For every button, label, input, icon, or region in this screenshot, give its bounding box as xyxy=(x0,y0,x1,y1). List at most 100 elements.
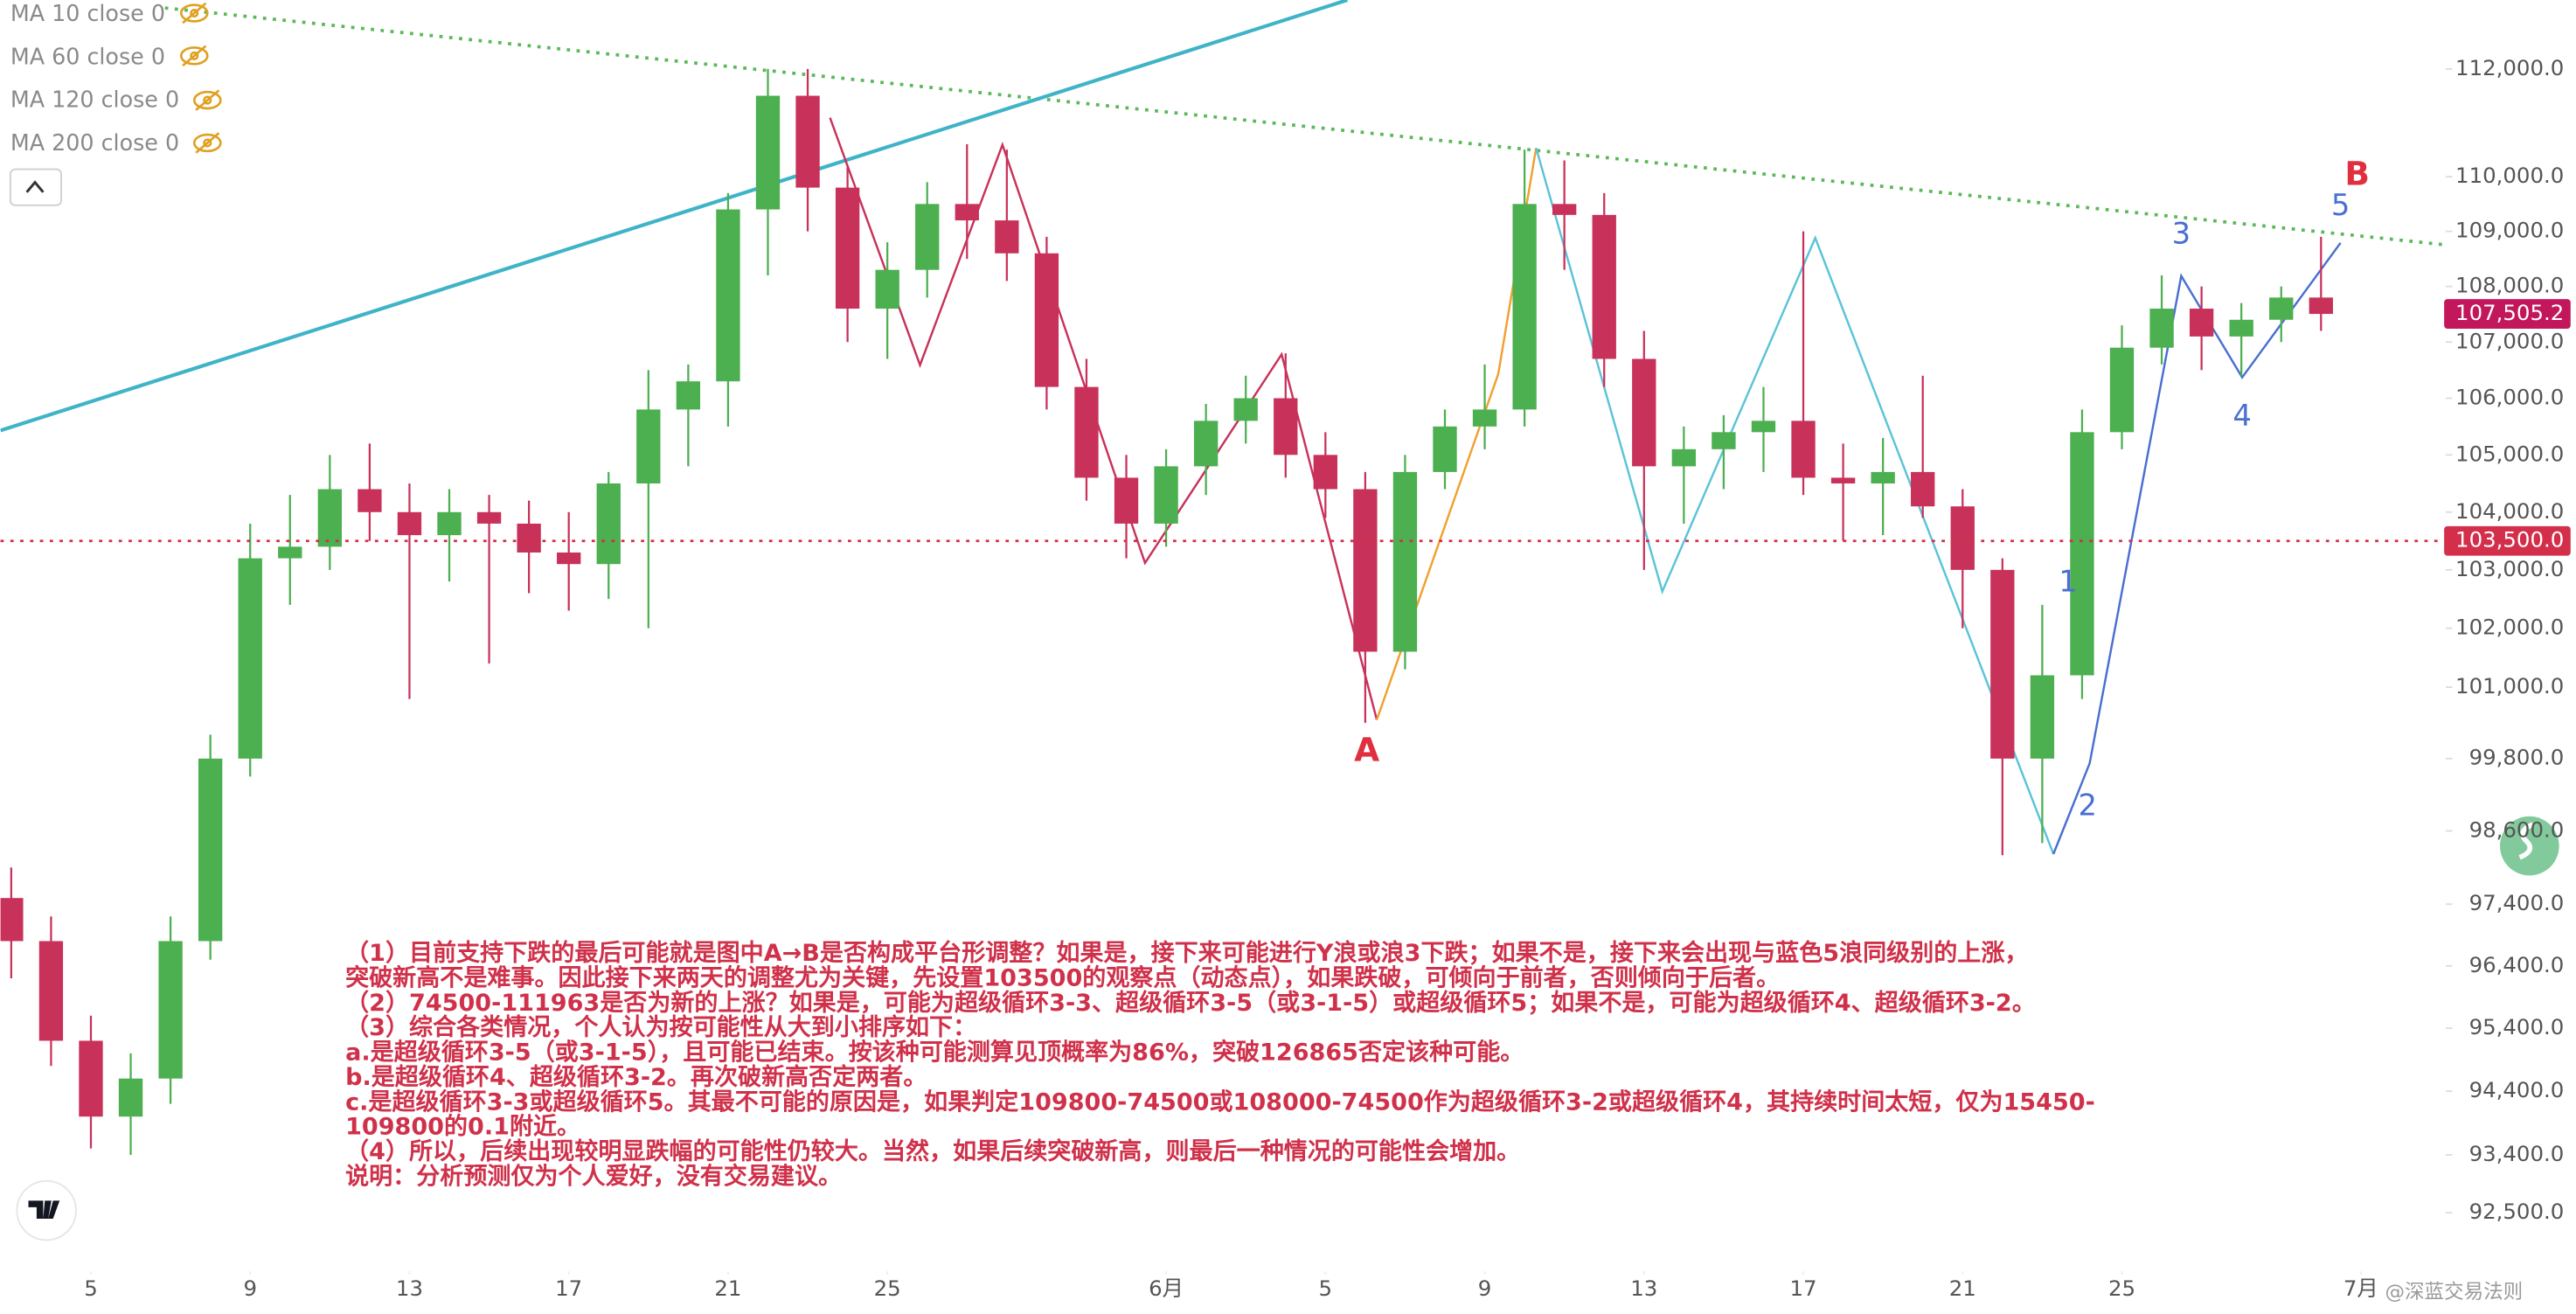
y-tick-label: 103,000.0 xyxy=(2455,556,2564,581)
indicator-icons xyxy=(179,2,222,154)
candle-body xyxy=(238,558,262,759)
note-line: （1）目前支持下跌的最后可能就是图中A→B是否构成平台形调整？如果是，接下来可能… xyxy=(345,939,2028,967)
candle-body xyxy=(2309,297,2333,315)
candle-body xyxy=(2269,297,2294,320)
candle-body xyxy=(1830,477,1856,483)
candle-body xyxy=(915,204,940,270)
candle-body xyxy=(716,209,740,382)
candle-body xyxy=(1632,358,1656,467)
candle-body xyxy=(875,269,899,309)
watermark: @深蓝交易法则 xyxy=(2385,1281,2524,1304)
note-line: c.是超级循环3-3或超级循环5。其最不可能的原因是，如果判定109800-74… xyxy=(345,1088,2095,1116)
price-label: 107,505.2 xyxy=(2455,300,2564,325)
floating-icon[interactable] xyxy=(2500,816,2559,876)
drawing-line xyxy=(2052,242,2342,855)
candle-body xyxy=(118,1078,143,1117)
wave-label: 1 xyxy=(2059,565,2078,599)
wave-label: 2 xyxy=(2079,788,2098,822)
note-line: （4）所以，后续出现较明显跌幅的可能性仍较大。当然，如果后续突破新高，则最后一种… xyxy=(345,1137,1520,1165)
drawing-line xyxy=(164,6,2443,247)
candle-body xyxy=(1114,477,1139,524)
candle-body xyxy=(2149,309,2174,348)
candle-body xyxy=(1472,409,1497,427)
candle-body xyxy=(1950,506,1975,570)
y-tick-label: 94,400.0 xyxy=(2469,1077,2565,1102)
candle-body xyxy=(1990,569,2015,759)
candle-body xyxy=(795,95,820,188)
x-tick-label: 25 xyxy=(874,1276,901,1301)
y-tick-label: 112,000.0 xyxy=(2455,55,2564,80)
candle-body xyxy=(1313,455,1337,490)
price-label-box xyxy=(2444,525,2571,556)
y-tick-label: 104,000.0 xyxy=(2455,498,2564,524)
x-tick-label: 21 xyxy=(1949,1276,1976,1301)
candle-body xyxy=(517,523,541,553)
wave-label: B xyxy=(2344,154,2370,192)
x-tick-label: 25 xyxy=(2108,1276,2135,1301)
candle-body xyxy=(1193,421,1219,467)
y-tick-label: 106,000.0 xyxy=(2455,385,2564,410)
candle-body xyxy=(1074,386,1099,478)
x-tick-label: 17 xyxy=(1790,1276,1817,1301)
note-line: （2）74500-111963是否为新的上涨？如果是，可能为超级循环3-3、超级… xyxy=(345,989,2036,1017)
wave-label: 5 xyxy=(2331,188,2350,222)
note-line: a.是超级循环3-5（或3-1-5），且可能已结束。按该种可能测算见顶概率为86… xyxy=(345,1039,1524,1067)
y-tick-label: 95,400.0 xyxy=(2469,1014,2565,1039)
candle-body xyxy=(2189,309,2214,337)
candle-body xyxy=(2030,675,2055,759)
y-tick-label: 99,800.0 xyxy=(2469,745,2565,770)
wave-label: A xyxy=(1354,731,1379,769)
y-tick-label: 97,400.0 xyxy=(2469,890,2565,915)
collapse-button[interactable] xyxy=(9,168,63,206)
note-line: 突破新高不是难事。因此接下来两天的调整尤为关键，先设置103500的观察点（动态… xyxy=(345,963,1780,991)
candle-body xyxy=(397,511,422,536)
candle-body xyxy=(1154,466,1178,524)
x-tick-label: 6月 xyxy=(1149,1276,1184,1301)
candle-body xyxy=(79,1040,103,1117)
x-tick-label: 7月 xyxy=(2343,1276,2378,1301)
candle-body xyxy=(1034,253,1059,387)
candle-body xyxy=(198,758,223,942)
x-tick-label: 17 xyxy=(555,1276,582,1301)
x-tick-label: 21 xyxy=(714,1276,741,1301)
candle-body xyxy=(0,898,24,942)
candle-body xyxy=(476,511,502,524)
candle-body xyxy=(1353,489,1378,652)
candle-body xyxy=(676,381,701,410)
candle-body xyxy=(358,489,382,512)
y-tick-label: 92,500.0 xyxy=(2469,1199,2565,1224)
indicator-label: MA 60 close 0 xyxy=(10,43,165,69)
y-tick-label: 110,000.0 xyxy=(2455,163,2564,188)
note-line: b.是超级循环4、超级循环3-2。再次破新高否定两者。 xyxy=(345,1063,927,1091)
wave-label: 4 xyxy=(2232,399,2252,433)
plot-area xyxy=(0,0,2443,1156)
candle-body xyxy=(317,489,343,547)
indicator-label: MA 120 close 0 xyxy=(10,87,179,113)
candle-body xyxy=(1433,426,1457,472)
x-tick-label: 9 xyxy=(243,1276,257,1301)
y-tick-label: 109,000.0 xyxy=(2455,218,2564,243)
candle-body xyxy=(557,552,581,565)
note-line: 109800的0.1附近。 xyxy=(345,1113,580,1141)
y-tick-label: 96,400.0 xyxy=(2469,952,2565,977)
candle-body xyxy=(2109,347,2135,433)
candle-body xyxy=(1751,421,1776,433)
tradingview-logo[interactable] xyxy=(16,1179,77,1241)
indicator-label: MA 200 close 0 xyxy=(10,129,179,156)
y-tick-label: 108,000.0 xyxy=(2455,273,2564,298)
y-tick-label: 93,400.0 xyxy=(2469,1141,2565,1166)
indicator-label: MA 10 close 0 xyxy=(10,0,165,26)
candle-body xyxy=(2070,432,2094,676)
candle-body xyxy=(1274,398,1298,455)
wave-label: 3 xyxy=(2172,217,2191,251)
candle-body xyxy=(995,220,1019,254)
candle-body xyxy=(158,941,183,1079)
candle-body xyxy=(1392,471,1418,652)
price-label-box xyxy=(2444,299,2571,329)
candle-body xyxy=(636,409,661,483)
drawing-line xyxy=(0,0,1349,433)
y-tick-label: 107,000.0 xyxy=(2455,328,2564,353)
candle-body xyxy=(755,95,781,210)
